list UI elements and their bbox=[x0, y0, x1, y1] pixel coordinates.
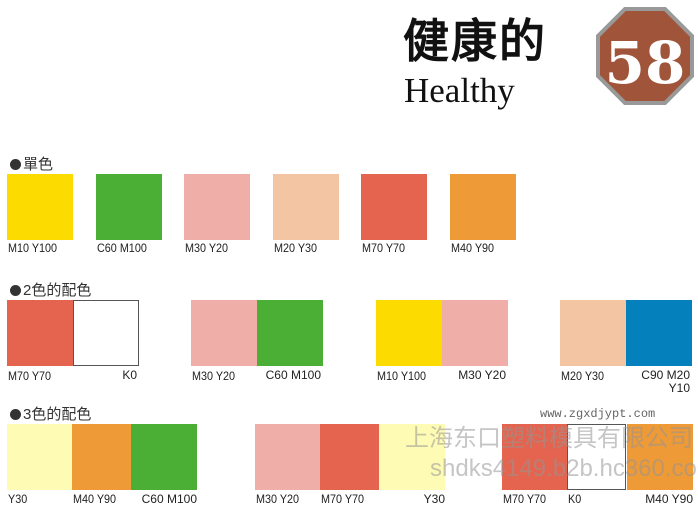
swatch-label: C60 M100 bbox=[265, 368, 321, 382]
page-title: 健康的 bbox=[403, 14, 547, 68]
color-swatch bbox=[131, 424, 197, 490]
page-number: 58 bbox=[605, 29, 686, 97]
color-swatch bbox=[72, 424, 131, 490]
color-swatch bbox=[560, 300, 626, 366]
section-three-color: 3色的配色 bbox=[10, 403, 91, 424]
swatch-label: M30 Y20 bbox=[458, 368, 506, 382]
color-swatch bbox=[257, 300, 323, 366]
swatch-label: M30 Y20 bbox=[256, 492, 300, 506]
section-single-color: 單色 bbox=[10, 153, 53, 174]
color-swatch bbox=[73, 300, 139, 366]
octagon-badge-shape bbox=[596, 7, 694, 105]
bullet-icon bbox=[10, 409, 21, 420]
color-swatch bbox=[376, 300, 442, 366]
swatch-label: M40 Y90 bbox=[73, 492, 117, 506]
swatch-label: M30 Y20 bbox=[192, 369, 236, 383]
swatch-label: M70 Y70 bbox=[503, 492, 547, 506]
swatch-label: M70 Y70 bbox=[362, 241, 406, 255]
color-swatch bbox=[626, 300, 692, 366]
swatch-label: M40 Y90 bbox=[645, 492, 693, 506]
section-two-color: 2色的配色 bbox=[10, 279, 91, 300]
section-label: 3色的配色 bbox=[23, 406, 92, 423]
swatch-label: C90 M20 Y10 bbox=[641, 368, 690, 395]
page-number-badge: 58 bbox=[596, 7, 694, 105]
color-swatch bbox=[7, 174, 73, 240]
swatch-label: M10 Y100 bbox=[377, 369, 427, 383]
bullet-icon bbox=[10, 285, 21, 296]
swatch-label: M20 Y30 bbox=[274, 241, 318, 255]
bullet-icon bbox=[10, 159, 21, 170]
section-label: 2色的配色 bbox=[23, 282, 92, 299]
swatch-label: K0 bbox=[568, 492, 582, 506]
swatch-label: K0 bbox=[122, 368, 137, 382]
color-swatch bbox=[442, 300, 508, 366]
color-swatch bbox=[627, 424, 693, 490]
color-swatch bbox=[450, 174, 516, 240]
swatch-label: C60 M100 bbox=[141, 492, 197, 506]
section-label: 單色 bbox=[23, 156, 54, 173]
color-swatch bbox=[567, 424, 626, 490]
swatch-label: M30 Y20 bbox=[185, 241, 229, 255]
swatch-label: M20 Y30 bbox=[561, 369, 605, 383]
watermark-url: www.zgxdjypt.com bbox=[540, 407, 656, 421]
page-subtitle: Healthy bbox=[404, 71, 515, 110]
watermark-company: 上海东口塑料模具有限公司 bbox=[405, 425, 693, 452]
color-swatch bbox=[184, 174, 250, 240]
color-swatch bbox=[191, 300, 257, 366]
color-swatch bbox=[502, 424, 567, 490]
swatch-label: C60 M100 bbox=[97, 241, 147, 255]
watermark-url: shdks4149.b2b.hc360.com bbox=[430, 455, 698, 482]
swatch-label: Y30 bbox=[8, 492, 28, 506]
color-swatch bbox=[320, 424, 379, 490]
color-swatch bbox=[96, 174, 162, 240]
swatch-label: M70 Y70 bbox=[8, 369, 52, 383]
color-swatch bbox=[255, 424, 320, 490]
swatch-label: Y30 bbox=[423, 492, 445, 506]
color-swatch bbox=[361, 174, 427, 240]
swatch-label: M40 Y90 bbox=[451, 241, 495, 255]
color-swatch bbox=[273, 174, 339, 240]
swatch-label: M10 Y100 bbox=[8, 241, 58, 255]
color-swatch bbox=[7, 424, 72, 490]
color-swatch bbox=[379, 424, 445, 490]
color-swatch bbox=[7, 300, 73, 366]
swatch-label: M70 Y70 bbox=[321, 492, 365, 506]
